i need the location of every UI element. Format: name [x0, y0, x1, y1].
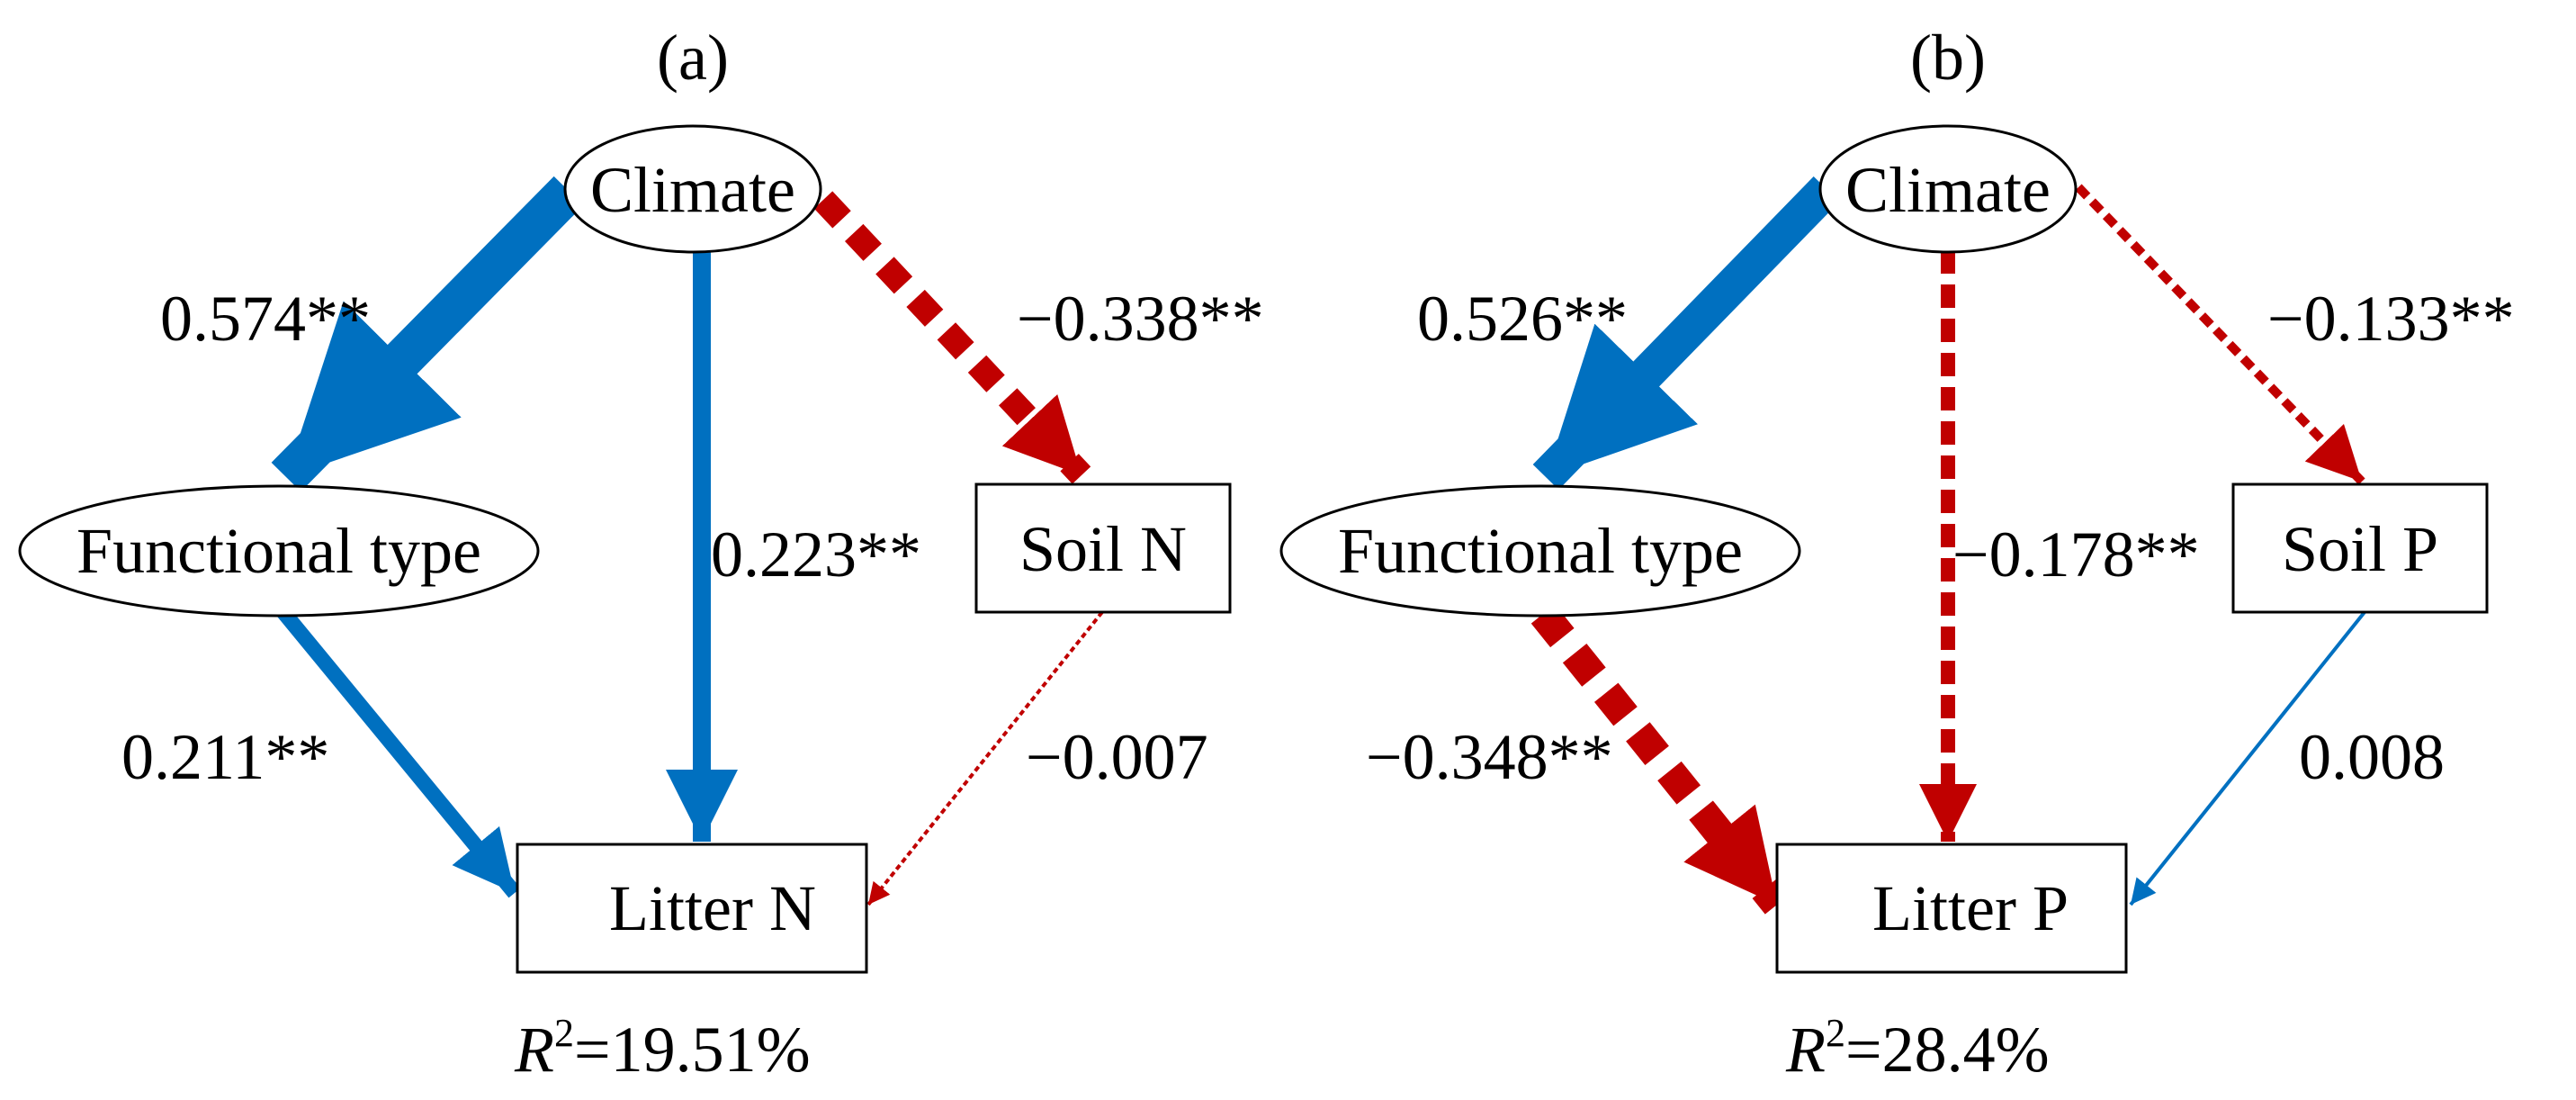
node-soil-label: Soil P [2282, 513, 2438, 585]
arrow-soil-to-litter [2129, 610, 2366, 906]
node-functional-type-label: Functional type [76, 515, 481, 587]
panel-b-label: (b) [1910, 22, 1986, 94]
node-functional-type: Functional type [1279, 484, 1801, 618]
arrow-climate-to-functional [271, 176, 584, 492]
coef-climate-litter: −0.178** [1952, 518, 2200, 591]
panel-a: (a) Climate Functional type Soil N Litte… [18, 22, 1264, 1086]
node-soil: Soil P [2231, 482, 2489, 614]
arrow-climate-to-soil [813, 191, 1091, 484]
node-climate-label: Climate [1845, 154, 2051, 226]
coef-functional-litter: −0.348** [1366, 721, 1613, 793]
r2-label: R2=19.51% [514, 1011, 811, 1086]
coef-climate-functional: 0.574** [160, 283, 371, 355]
arrow-climate-to-soil [2075, 184, 2365, 485]
node-soil: Soil N [974, 482, 1232, 614]
coef-soil-litter: 0.008 [2299, 721, 2445, 793]
coef-climate-soil: −0.133** [2267, 283, 2515, 355]
node-litter-label: Litter N [609, 872, 816, 944]
coef-soil-litter: −0.007 [1026, 721, 1208, 793]
coef-functional-litter: 0.211** [121, 721, 329, 793]
node-climate-label: Climate [590, 154, 795, 226]
panel-b: (b) Climate Functional type Soil P Litte… [1279, 22, 2515, 1086]
node-climate: Climate [1818, 124, 2078, 254]
node-functional-type-label: Functional type [1338, 515, 1743, 587]
panel-a-label: (a) [657, 22, 729, 94]
arrow-functional-to-litter [277, 607, 521, 898]
node-litter-label: Litter P [1872, 872, 2069, 944]
coef-climate-soil: −0.338** [1017, 283, 1264, 355]
arrow-climate-to-functional [1532, 176, 1840, 490]
coef-climate-litter: 0.223** [711, 518, 921, 591]
arrow-functional-to-litter [1530, 604, 1790, 915]
node-functional-type: Functional type [18, 484, 540, 618]
coef-climate-functional: 0.526** [1417, 283, 1628, 355]
node-litter: Litter N [516, 843, 868, 974]
node-climate: Climate [563, 124, 822, 254]
r2-label: R2=28.4% [1785, 1011, 2050, 1086]
node-soil-label: Soil N [1019, 513, 1187, 585]
node-litter: Litter P [1775, 843, 2128, 974]
